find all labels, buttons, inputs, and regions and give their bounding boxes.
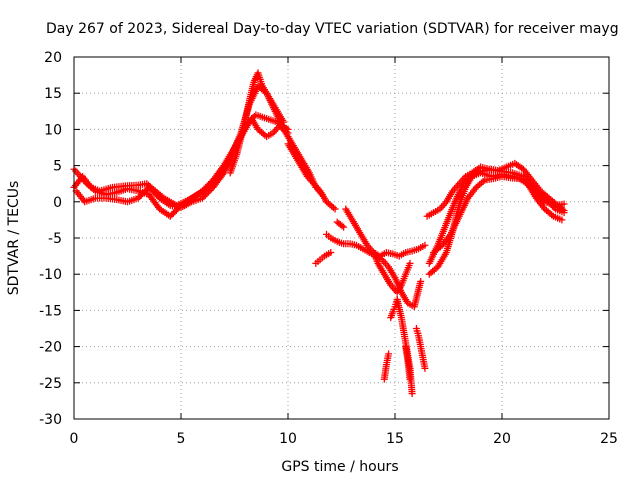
data-point [149,188,157,196]
y-tick-label: -5 [48,231,62,247]
data-point [421,364,429,372]
y-tick-label: -10 [39,267,62,283]
y-tick-label: -30 [39,412,62,428]
data-point [134,194,142,202]
data-point [284,125,292,133]
y-tick-label: 10 [44,122,62,138]
x-tick-label: 20 [493,431,511,447]
y-tick-label: -25 [39,376,62,392]
data-point [198,194,206,202]
data-point [136,193,144,201]
data-point [151,190,159,198]
x-tick-label: 25 [600,431,618,447]
data-point [331,205,339,213]
data-point [280,118,288,126]
data-point [558,216,566,224]
data-point [140,188,148,196]
y-tick-label: 0 [53,195,62,211]
y-tick-label: 15 [44,86,62,102]
y-tick-label: -15 [39,303,62,319]
data-point [406,259,414,267]
data-point [153,191,161,199]
y-axis-label: SDTVAR / TECUs [6,181,22,296]
y-tick-label: -20 [39,340,62,356]
y-tick-label: 20 [44,50,62,66]
data-point [338,222,346,230]
plot-frame [73,56,610,420]
data-point [166,212,174,220]
data-point [146,185,154,193]
data-point [421,241,429,249]
grid-lines [74,57,609,419]
x-tick-label: 5 [177,431,186,447]
data-point [560,206,568,214]
data-point [558,205,566,213]
data-point [200,193,208,201]
chart-title: Day 267 of 2023, Sidereal Day-to-day VTE… [46,21,619,37]
data-point [385,350,393,358]
data-point [203,190,211,198]
data-point [148,186,156,194]
data-point [408,390,416,398]
data-point [137,191,145,199]
data-point [205,188,213,196]
data-point [139,190,147,198]
data-point [142,186,150,194]
data-point [417,277,425,285]
data-point [201,191,209,199]
x-tick-label: 0 [70,431,79,447]
x-tick-label: 10 [279,431,297,447]
x-tick-label: 15 [386,431,404,447]
data-point [206,186,214,194]
x-axis-label: GPS time / hours [281,459,398,475]
y-tick-label: 5 [53,159,62,175]
data-point [168,211,176,219]
data-points [70,69,568,398]
data-point [247,116,255,124]
data-point [145,183,153,191]
data-point [560,200,568,208]
data-point [327,248,335,256]
data-point [340,223,348,231]
data-point [169,209,177,217]
data-point [249,114,257,122]
data-point [406,375,414,383]
